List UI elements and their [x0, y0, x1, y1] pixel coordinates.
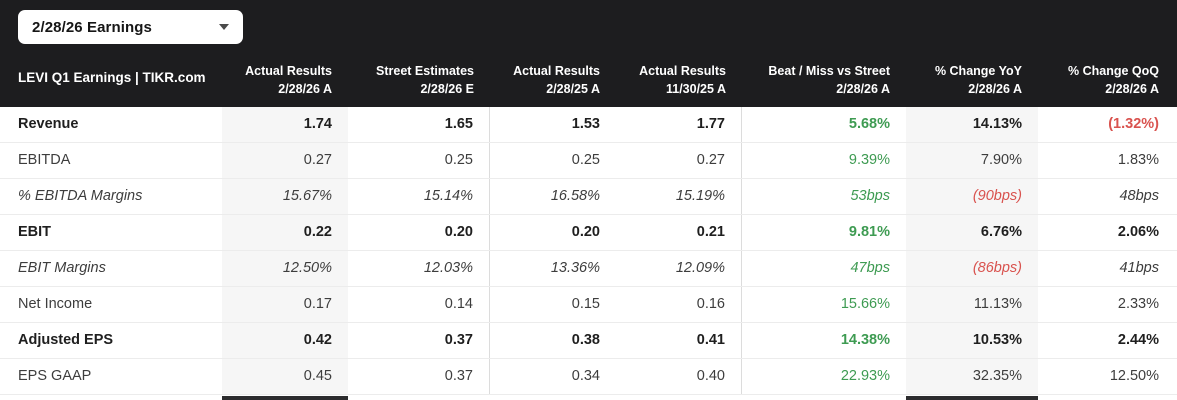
cell-street-estimate: 0.20 — [348, 215, 490, 250]
column-header-beat-miss: Beat / Miss vs Street 2/28/26 A — [768, 63, 890, 96]
cell-change-yoy: 32.35% — [906, 359, 1038, 394]
table-row: Adjusted EPS 0.42 0.37 0.38 0.41 14.38% … — [0, 323, 1177, 359]
cell-beat-miss: 22.93% — [840, 368, 890, 384]
table-row: Revenue 1.74 1.65 1.53 1.77 5.68% 14.13%… — [0, 107, 1177, 143]
row-metric-label: % EBITDA Margins — [18, 188, 143, 204]
row-metric-label: EPS GAAP — [18, 368, 92, 384]
cell-actual-prior-quarter: 0.16 — [616, 287, 742, 322]
highlight-column-bottom-cap-yoy — [906, 396, 1038, 400]
cell-actual-current: 0.42 — [222, 323, 348, 358]
table-row: Net Income 0.17 0.14 0.15 0.16 15.66% 11… — [0, 287, 1177, 323]
column-header-change-yoy: % Change YoY 2/28/26 A — [934, 63, 1022, 96]
table-row: EPS GAAP 0.45 0.37 0.34 0.40 22.93% 32.3… — [0, 359, 1177, 395]
cell-beat-miss: 5.68% — [848, 116, 890, 132]
cell-change-yoy: 6.76% — [906, 215, 1038, 250]
cell-actual-prior-quarter: 12.09% — [616, 251, 742, 286]
cell-change-qoq: 2.06% — [1117, 224, 1159, 240]
row-metric-label: EBIT Margins — [18, 260, 106, 276]
cell-change-qoq: 2.33% — [1117, 296, 1159, 312]
table-title: LEVI Q1 Earnings | TIKR.com — [18, 70, 206, 86]
cell-change-yoy: 7.90% — [906, 143, 1038, 178]
cell-street-estimate: 15.14% — [348, 179, 490, 214]
cell-beat-miss: 9.39% — [848, 152, 890, 168]
table-row: EBITDA 0.27 0.25 0.25 0.27 9.39% 7.90% 1… — [0, 143, 1177, 179]
table-row: EBIT 0.22 0.20 0.20 0.21 9.81% 6.76% 2.0… — [0, 215, 1177, 251]
column-header-actual-results-current: Actual Results 2/28/26 A — [245, 63, 332, 96]
cell-change-yoy: 10.53% — [906, 323, 1038, 358]
column-header-change-qoq: % Change QoQ 2/28/26 A — [1068, 63, 1159, 96]
row-metric-label: Revenue — [18, 116, 79, 132]
cell-actual-prior-quarter: 0.41 — [616, 323, 742, 358]
column-header-actual-results-prior-year: Actual Results 2/28/25 A — [513, 63, 600, 96]
column-header-street-estimates: Street Estimates 2/28/26 E — [376, 63, 474, 96]
cell-street-estimate: 0.37 — [348, 359, 490, 394]
cell-change-qoq: 2.44% — [1117, 332, 1159, 348]
cell-actual-current: 0.17 — [222, 287, 348, 322]
cell-actual-prior-year: 1.53 — [571, 116, 600, 132]
cell-actual-current: 0.45 — [222, 359, 348, 394]
table-row: % EBITDA Margins 15.67% 15.14% 16.58% 15… — [0, 179, 1177, 215]
cell-actual-prior-year: 13.36% — [550, 260, 600, 276]
cell-change-yoy: (90bps) — [906, 179, 1038, 214]
cell-change-qoq: 41bps — [1119, 260, 1159, 276]
earnings-period-dropdown[interactable]: 2/28/26 Earnings — [18, 10, 243, 44]
cell-change-qoq: 12.50% — [1109, 368, 1159, 384]
cell-beat-miss: 47bps — [850, 260, 890, 276]
cell-beat-miss: 14.38% — [840, 332, 890, 348]
cell-actual-prior-year: 16.58% — [550, 188, 600, 204]
cell-actual-current: 1.74 — [222, 107, 348, 142]
cell-actual-prior-quarter: 0.40 — [616, 359, 742, 394]
cell-street-estimate: 0.14 — [348, 287, 490, 322]
cell-actual-prior-quarter: 0.21 — [616, 215, 742, 250]
cell-actual-current: 15.67% — [222, 179, 348, 214]
cell-actual-prior-quarter: 0.27 — [616, 143, 742, 178]
cell-actual-prior-year: 0.20 — [571, 224, 600, 240]
cell-change-qoq: (1.32%) — [1108, 116, 1159, 132]
cell-street-estimate: 12.03% — [348, 251, 490, 286]
cell-change-yoy: 14.13% — [906, 107, 1038, 142]
row-metric-label: Net Income — [18, 296, 93, 312]
cell-actual-current: 0.27 — [222, 143, 348, 178]
cell-beat-miss: 15.66% — [840, 296, 890, 312]
row-metric-label: EBIT — [18, 224, 52, 240]
column-header-actual-results-prior-quarter: Actual Results 11/30/25 A — [639, 63, 726, 96]
table-header-row: LEVI Q1 Earnings | TIKR.com Actual Resul… — [0, 62, 1177, 107]
earnings-period-label: 2/28/26 Earnings — [32, 18, 152, 36]
cell-change-yoy: (86bps) — [906, 251, 1038, 286]
row-metric-label: EBITDA — [18, 152, 71, 168]
cell-actual-prior-quarter: 1.77 — [616, 107, 742, 142]
highlight-column-bottom-cap-actual — [222, 396, 348, 400]
earnings-table-body: Revenue 1.74 1.65 1.53 1.77 5.68% 14.13%… — [0, 107, 1177, 395]
row-metric-label: Adjusted EPS — [18, 332, 114, 348]
cell-change-yoy: 11.13% — [906, 287, 1038, 322]
cell-street-estimate: 0.25 — [348, 143, 490, 178]
cell-change-qoq: 48bps — [1119, 188, 1159, 204]
cell-actual-prior-year: 0.34 — [571, 368, 600, 384]
cell-actual-prior-year: 0.38 — [571, 332, 600, 348]
cell-actual-prior-year: 0.25 — [571, 152, 600, 168]
table-row: EBIT Margins 12.50% 12.03% 13.36% 12.09%… — [0, 251, 1177, 287]
cell-actual-current: 12.50% — [222, 251, 348, 286]
cell-actual-prior-quarter: 15.19% — [616, 179, 742, 214]
header-bar: 2/28/26 Earnings LEVI Q1 Earnings | TIKR… — [0, 0, 1177, 107]
cell-street-estimate: 1.65 — [348, 107, 490, 142]
cell-actual-prior-year: 0.15 — [571, 296, 600, 312]
cell-beat-miss: 9.81% — [848, 224, 890, 240]
cell-change-qoq: 1.83% — [1117, 152, 1159, 168]
cell-beat-miss: 53bps — [850, 188, 890, 204]
chevron-down-icon — [219, 24, 229, 30]
cell-actual-current: 0.22 — [222, 215, 348, 250]
cell-street-estimate: 0.37 — [348, 323, 490, 358]
